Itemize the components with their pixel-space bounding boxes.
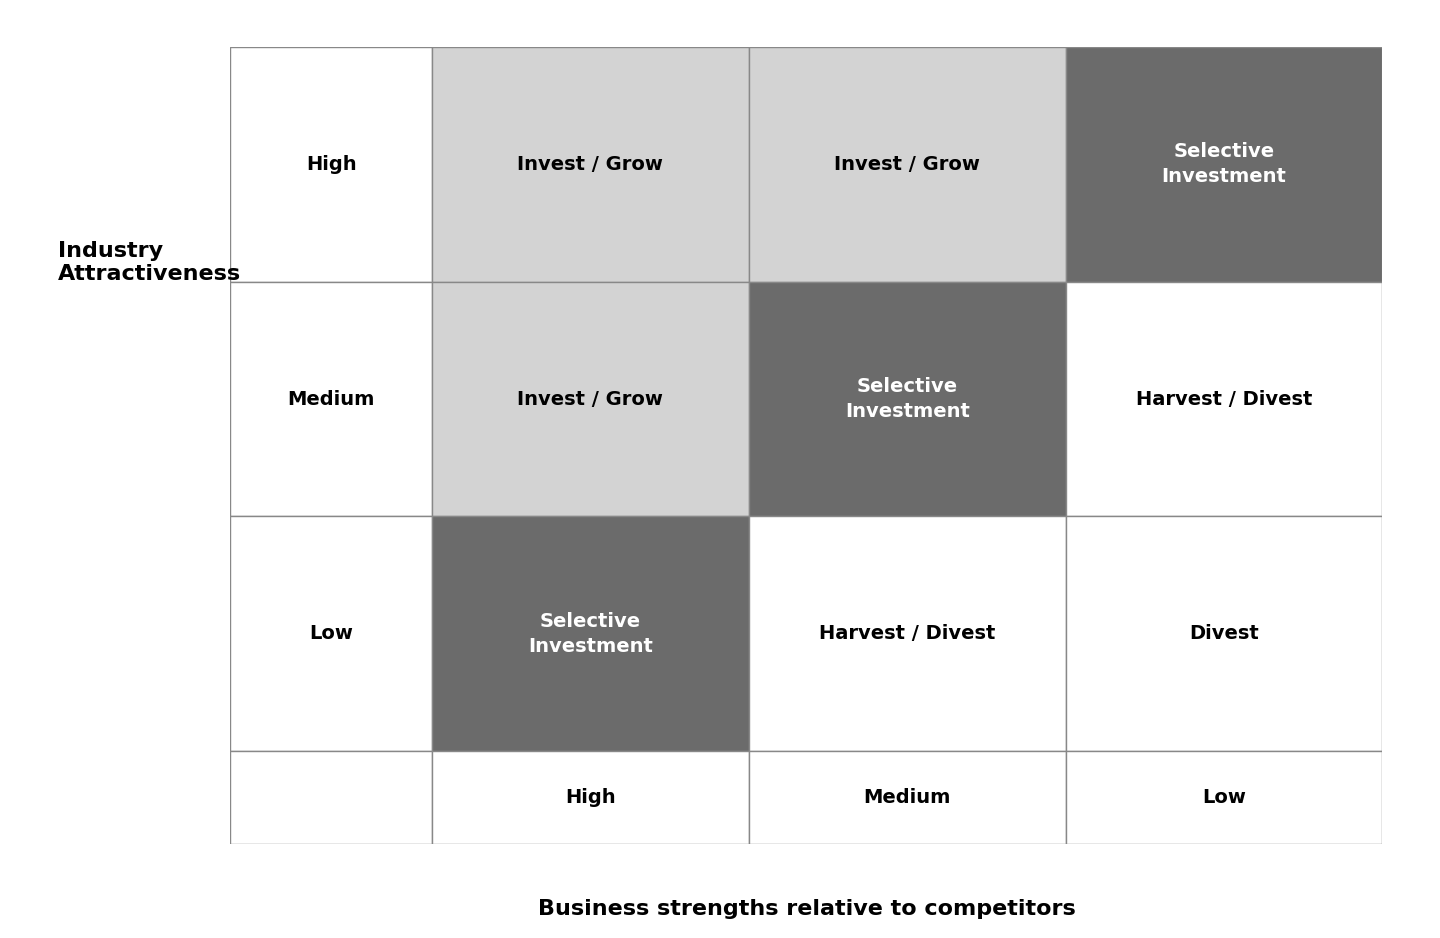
Text: Selective
Investment: Selective Investment xyxy=(528,612,652,656)
Text: Harvest / Divest: Harvest / Divest xyxy=(819,625,995,643)
Text: Industry
Attractiveness: Industry Attractiveness xyxy=(58,241,240,284)
Text: Medium: Medium xyxy=(864,788,950,808)
Text: High: High xyxy=(564,788,616,808)
Bar xyxy=(1066,517,1382,751)
Text: Low: Low xyxy=(310,625,353,643)
Text: Medium: Medium xyxy=(288,389,374,409)
Bar xyxy=(749,751,1066,844)
Bar xyxy=(230,751,432,844)
Text: Invest / Grow: Invest / Grow xyxy=(517,389,664,409)
Bar xyxy=(1066,281,1382,517)
Text: Low: Low xyxy=(1202,788,1246,808)
Text: Divest: Divest xyxy=(1189,625,1259,643)
Bar xyxy=(230,47,432,281)
Text: Harvest / Divest: Harvest / Divest xyxy=(1136,389,1312,409)
Bar xyxy=(432,517,749,751)
Bar xyxy=(1066,47,1382,281)
Bar xyxy=(432,281,749,517)
Bar xyxy=(230,517,432,751)
Bar xyxy=(749,47,1066,281)
Text: Invest / Grow: Invest / Grow xyxy=(517,155,664,174)
Bar xyxy=(749,517,1066,751)
Bar xyxy=(749,281,1066,517)
Bar xyxy=(1066,751,1382,844)
Text: Invest / Grow: Invest / Grow xyxy=(834,155,981,174)
Text: Selective
Investment: Selective Investment xyxy=(1162,143,1286,187)
Text: Business strengths relative to competitors: Business strengths relative to competito… xyxy=(537,900,1076,919)
Text: Selective
Investment: Selective Investment xyxy=(845,377,969,421)
Bar xyxy=(230,281,432,517)
Bar xyxy=(432,47,749,281)
Bar xyxy=(432,751,749,844)
Text: High: High xyxy=(305,155,357,174)
